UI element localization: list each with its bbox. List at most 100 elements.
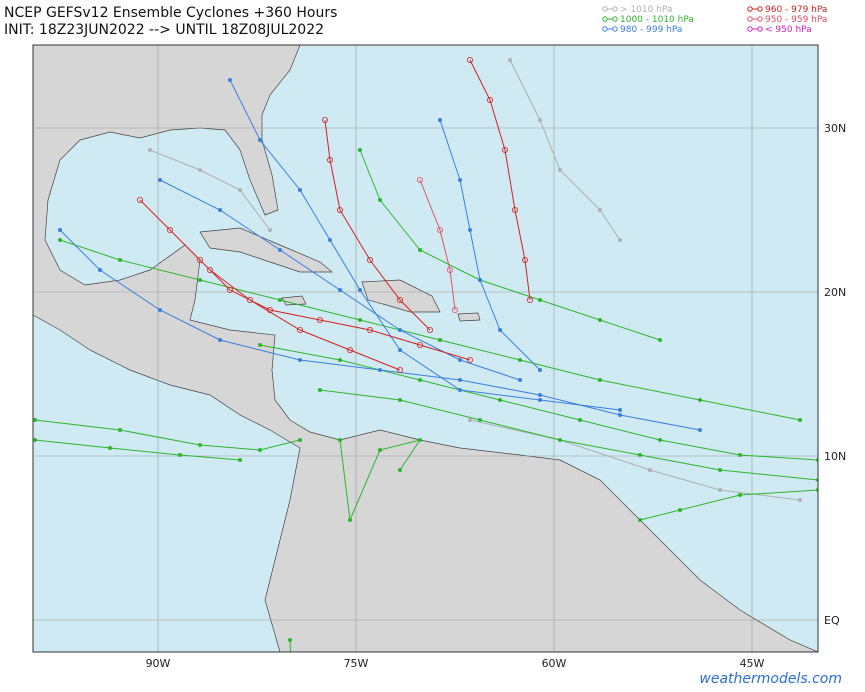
track-point — [538, 297, 543, 302]
track-point — [618, 407, 623, 412]
legend-symbol — [612, 16, 618, 22]
track-point — [538, 397, 543, 402]
legend-label: < 950 hPa — [765, 25, 812, 35]
track-point — [538, 367, 543, 372]
track-point — [486, 97, 493, 104]
track-point — [118, 257, 123, 262]
track-point — [698, 427, 703, 432]
track-point — [237, 187, 242, 192]
legend-label: 980 - 999 hPa — [620, 25, 682, 35]
track-point — [296, 326, 303, 333]
track-point — [346, 346, 353, 353]
track-point — [558, 437, 563, 442]
track-point — [206, 266, 213, 273]
track-point — [436, 226, 443, 233]
track-point — [598, 207, 603, 212]
legend-symbol — [757, 6, 763, 12]
legend-symbol — [602, 26, 608, 32]
lat-label: 30N — [824, 122, 846, 135]
track-point — [457, 177, 462, 182]
track-point — [658, 437, 663, 442]
track-point — [257, 342, 262, 347]
track-point — [366, 256, 373, 263]
track-point — [397, 397, 402, 402]
track-point — [197, 167, 202, 172]
legend-label: > 1010 hPa — [620, 5, 672, 15]
track-point — [538, 392, 543, 397]
track-point — [718, 467, 723, 472]
track-point — [277, 297, 282, 302]
track-point — [457, 387, 462, 392]
track-point — [416, 176, 423, 183]
track-point — [512, 206, 519, 213]
track-point — [467, 417, 472, 422]
track-point — [217, 337, 222, 342]
track-point — [451, 306, 458, 313]
track-point — [357, 287, 362, 292]
track-point — [157, 307, 162, 312]
track-point — [798, 417, 803, 422]
hispaniola — [361, 279, 441, 313]
track-point — [98, 267, 103, 272]
track-point — [326, 156, 333, 163]
track-point — [501, 146, 508, 153]
track-point — [337, 437, 342, 442]
track-point — [33, 437, 38, 442]
track-point — [446, 266, 453, 273]
track-point — [426, 326, 433, 333]
track-point — [578, 417, 583, 422]
track-point — [518, 377, 523, 382]
track-point — [237, 457, 242, 462]
track-point — [267, 227, 272, 232]
track-point — [798, 497, 803, 502]
track-point — [196, 256, 203, 263]
lon-label: 45W — [740, 657, 765, 670]
track-point — [397, 327, 402, 332]
track-point — [58, 227, 63, 232]
track-point — [718, 487, 723, 492]
legend-symbol — [747, 26, 753, 32]
track-point — [357, 317, 362, 322]
legend-symbol — [747, 6, 753, 12]
track-point — [321, 117, 328, 124]
track-point — [217, 207, 222, 212]
track-point — [337, 357, 342, 362]
track-point — [507, 58, 512, 63]
track-point — [497, 397, 502, 402]
legend-symbol — [757, 16, 763, 22]
track-point — [347, 518, 352, 523]
track-point — [738, 452, 743, 457]
track-point — [177, 452, 182, 457]
legend-symbol — [612, 26, 618, 32]
lat-label: EQ — [824, 614, 840, 627]
legend-label: 950 - 959 hPa — [765, 15, 827, 25]
track-point — [638, 452, 643, 457]
legend-label: 960 - 979 hPa — [765, 5, 827, 15]
lat-label: 20N — [824, 286, 846, 299]
track-point — [638, 518, 643, 523]
legend-symbol — [747, 16, 753, 22]
track-point — [658, 337, 663, 342]
axis-labels: 30N 20N 10N EQ 90W 75W 60W 45W — [146, 122, 847, 670]
track-point — [377, 447, 382, 452]
track-point — [527, 296, 534, 303]
jamaica — [281, 295, 307, 306]
track-point — [397, 347, 402, 352]
track-point — [197, 277, 202, 282]
track-point — [477, 417, 482, 422]
land — [33, 45, 818, 652]
track-point — [157, 177, 162, 182]
graticule — [33, 45, 818, 652]
track-point — [337, 287, 342, 292]
track-point — [327, 237, 332, 242]
lon-label: 90W — [146, 657, 171, 670]
track-point — [316, 316, 323, 323]
track-point — [497, 327, 502, 332]
track-point — [538, 118, 543, 123]
track-point — [266, 306, 273, 313]
legend-symbol — [602, 16, 608, 22]
track-point — [227, 78, 232, 83]
legend-label: 1000 - 1010 hPa — [620, 15, 694, 25]
map — [32, 44, 819, 653]
track-point — [598, 317, 603, 322]
